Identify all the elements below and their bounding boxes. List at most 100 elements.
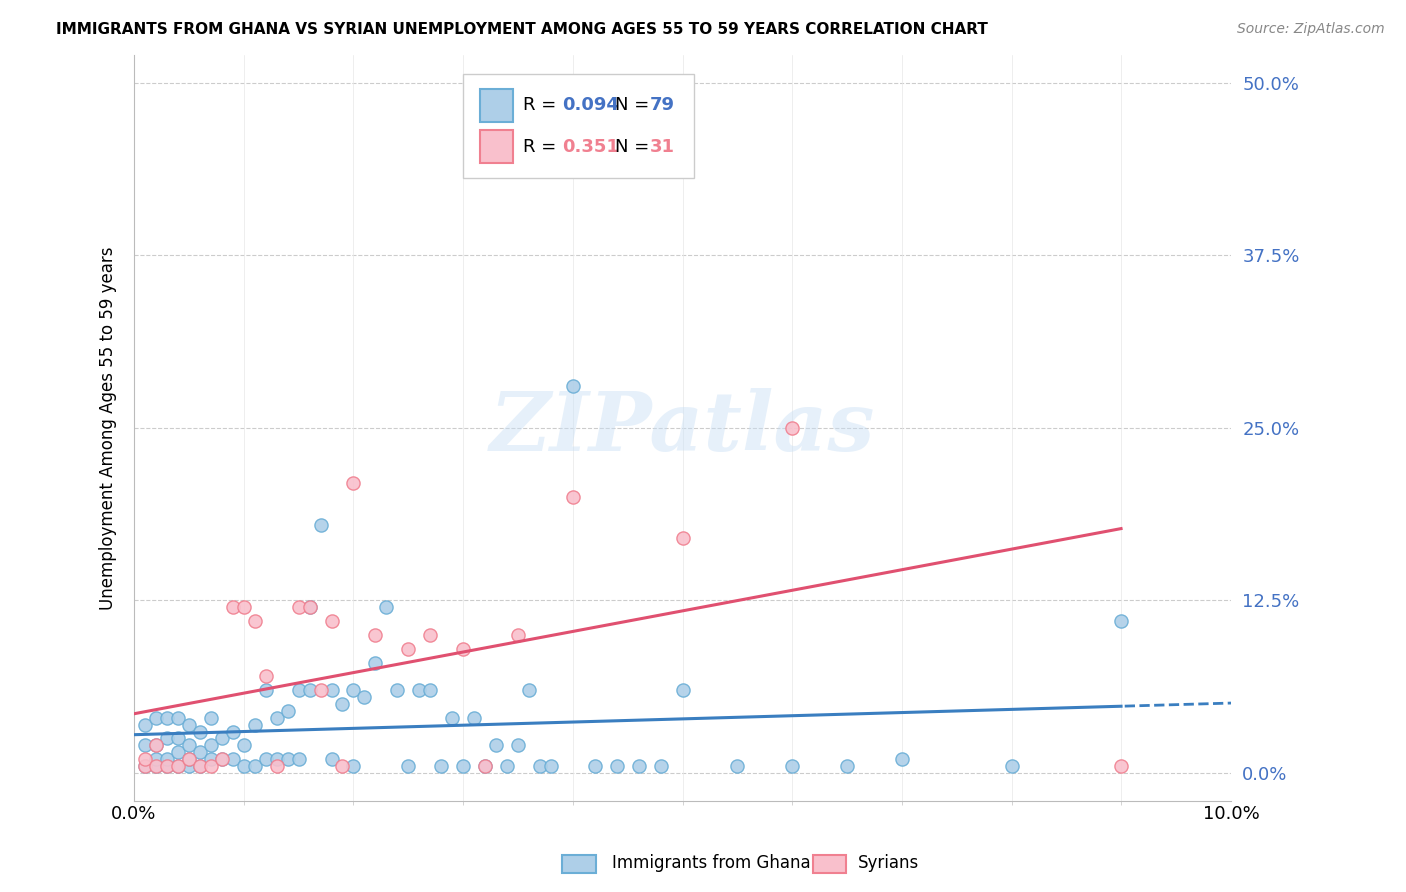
Point — [364, 628, 387, 642]
Point — [364, 656, 387, 670]
Point — [332, 759, 354, 773]
Point — [474, 759, 496, 773]
Point — [243, 759, 266, 773]
Point — [145, 752, 167, 766]
Point — [177, 752, 200, 766]
Point — [177, 717, 200, 731]
Point — [375, 600, 398, 615]
Point — [177, 759, 200, 773]
Point — [156, 752, 179, 766]
Point — [145, 759, 167, 773]
Point — [211, 731, 233, 746]
Point — [1111, 614, 1133, 628]
Point — [561, 379, 583, 393]
Point — [145, 711, 167, 725]
Point — [167, 759, 190, 773]
Point — [517, 683, 540, 698]
Text: R =: R = — [523, 96, 557, 114]
Point — [725, 759, 748, 773]
Point — [287, 683, 309, 698]
Point — [342, 476, 364, 491]
Point — [232, 600, 254, 615]
Point — [188, 724, 211, 739]
Point — [342, 759, 364, 773]
Point — [671, 531, 693, 545]
Point — [211, 752, 233, 766]
Text: ZIPatlas: ZIPatlas — [489, 388, 876, 468]
Point — [627, 759, 650, 773]
Point — [222, 752, 245, 766]
FancyBboxPatch shape — [479, 88, 513, 122]
Point — [167, 731, 190, 746]
Point — [156, 711, 179, 725]
Point — [321, 752, 343, 766]
Text: 79: 79 — [650, 96, 675, 114]
Point — [1001, 759, 1024, 773]
Point — [342, 683, 364, 698]
Point — [561, 490, 583, 504]
Point — [671, 683, 693, 698]
Point — [145, 739, 167, 753]
Point — [167, 745, 190, 759]
Point — [782, 421, 804, 435]
Point — [782, 759, 804, 773]
Point — [891, 752, 914, 766]
Point — [188, 759, 211, 773]
Point — [145, 759, 167, 773]
Point — [485, 739, 508, 753]
Text: IMMIGRANTS FROM GHANA VS SYRIAN UNEMPLOYMENT AMONG AGES 55 TO 59 YEARS CORRELATI: IMMIGRANTS FROM GHANA VS SYRIAN UNEMPLOY… — [56, 22, 988, 37]
Point — [287, 752, 309, 766]
FancyBboxPatch shape — [463, 74, 693, 178]
Text: 0.351: 0.351 — [562, 138, 619, 156]
Point — [506, 739, 529, 753]
Point — [222, 600, 245, 615]
Point — [134, 739, 156, 753]
Text: Syrians: Syrians — [858, 854, 920, 871]
Point — [506, 628, 529, 642]
Point — [167, 759, 190, 773]
Point — [540, 759, 562, 773]
Point — [167, 711, 190, 725]
Text: 0.094: 0.094 — [562, 96, 619, 114]
Text: R =: R = — [523, 138, 557, 156]
Point — [200, 739, 222, 753]
Point — [463, 711, 485, 725]
Point — [583, 759, 606, 773]
Point — [243, 717, 266, 731]
Point — [298, 600, 321, 615]
Point — [200, 759, 222, 773]
Point — [474, 759, 496, 773]
Point — [222, 724, 245, 739]
Point — [1111, 759, 1133, 773]
Point — [156, 759, 179, 773]
Point — [309, 517, 332, 532]
Text: Source: ZipAtlas.com: Source: ZipAtlas.com — [1237, 22, 1385, 37]
Point — [353, 690, 375, 704]
Point — [134, 717, 156, 731]
Point — [177, 752, 200, 766]
Point — [332, 697, 354, 711]
Point — [321, 683, 343, 698]
Point — [200, 711, 222, 725]
Point — [156, 759, 179, 773]
Point — [396, 759, 419, 773]
Point — [134, 752, 156, 766]
Point — [243, 614, 266, 628]
Point — [177, 739, 200, 753]
Point — [211, 752, 233, 766]
Point — [430, 759, 453, 773]
Point — [287, 600, 309, 615]
Point — [277, 704, 299, 718]
Point — [451, 641, 474, 656]
Point — [266, 711, 288, 725]
Point — [232, 759, 254, 773]
Point — [254, 669, 277, 683]
Point — [408, 683, 430, 698]
Text: Immigrants from Ghana: Immigrants from Ghana — [612, 854, 810, 871]
Point — [134, 759, 156, 773]
Point — [232, 739, 254, 753]
Y-axis label: Unemployment Among Ages 55 to 59 years: Unemployment Among Ages 55 to 59 years — [100, 246, 117, 609]
Point — [298, 683, 321, 698]
Point — [298, 600, 321, 615]
Point — [277, 752, 299, 766]
